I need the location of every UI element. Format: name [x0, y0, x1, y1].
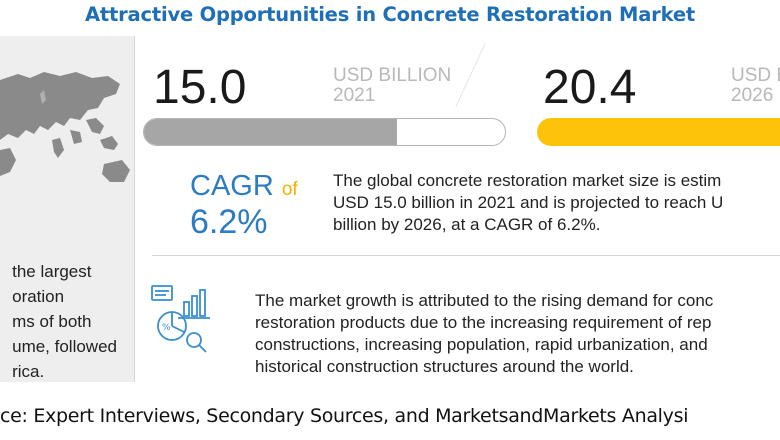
decor-line	[455, 43, 486, 107]
unit-2026: USD B 2026	[731, 65, 780, 106]
region-panel: the largest oration ms of both ume, foll…	[0, 36, 134, 382]
source-band	[0, 388, 780, 440]
section-divider	[152, 255, 780, 256]
market-analysis-icon: %	[151, 285, 210, 353]
svg-text:%: %	[162, 323, 171, 333]
value-2021: 15.0	[153, 61, 247, 114]
source-note: ce: Expert Interviews, Secondary Sources…	[0, 405, 689, 427]
value-2026: 20.4	[543, 61, 637, 114]
bar-2021-fill	[144, 119, 397, 145]
world-map-icon	[0, 72, 130, 182]
market-growth-description: The market growth is attributed to the r…	[255, 291, 714, 376]
panel-divider	[134, 36, 135, 382]
region-description: the largest oration ms of both ume, foll…	[12, 262, 117, 381]
page-title: Attractive Opportunities in Concrete Res…	[85, 3, 695, 26]
cagr-label: CAGR of	[190, 170, 298, 202]
unit-2021: USD BILLION 2021	[333, 65, 452, 106]
bar-2026	[537, 118, 780, 146]
market-size-description: The global concrete restoration market s…	[333, 171, 724, 234]
bar-2021-track	[143, 118, 506, 146]
cagr-value: 6.2%	[190, 203, 268, 241]
